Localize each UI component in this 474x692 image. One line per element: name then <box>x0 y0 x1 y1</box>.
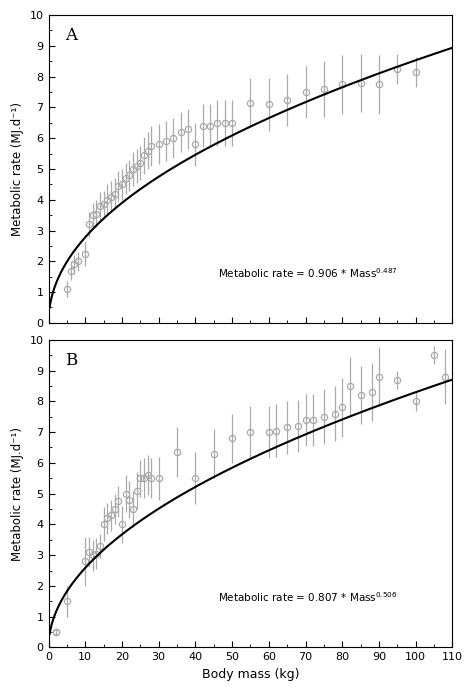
Text: Metabolic rate = 0.906 * Mass$^{0.487}$: Metabolic rate = 0.906 * Mass$^{0.487}$ <box>218 266 398 280</box>
X-axis label: Body mass (kg): Body mass (kg) <box>202 668 299 681</box>
Text: A: A <box>64 28 77 44</box>
Text: Metabolic rate = 0.807 * Mass$^{0.506}$: Metabolic rate = 0.807 * Mass$^{0.506}$ <box>218 590 398 604</box>
Text: B: B <box>64 352 77 369</box>
Y-axis label: Metabolic rate (MJ.d⁻¹): Metabolic rate (MJ.d⁻¹) <box>11 102 24 236</box>
Y-axis label: Metabolic rate (MJ.d⁻¹): Metabolic rate (MJ.d⁻¹) <box>11 427 24 561</box>
